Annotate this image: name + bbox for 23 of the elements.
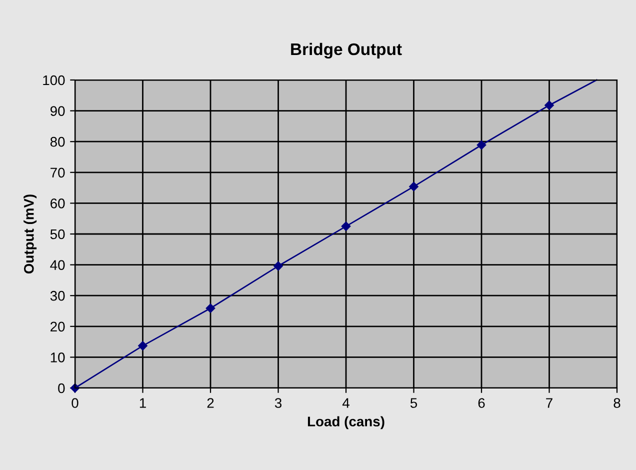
y-tick-label: 80	[50, 136, 65, 147]
x-tick-label: 4	[342, 398, 350, 408]
y-tick-label: 100	[43, 75, 65, 86]
y-tick-label: 10	[50, 352, 65, 362]
y-tick-label: 20	[50, 322, 65, 332]
y-tick-label: 60	[50, 198, 65, 208]
x-tick-label: 1	[140, 398, 146, 408]
y-tick-label: 50	[50, 229, 65, 240]
x-tick-label: 3	[274, 398, 282, 408]
x-tick-label: 5	[410, 398, 418, 408]
y-tick-label: 0	[58, 383, 65, 394]
y-tick-label: 70	[50, 168, 65, 178]
x-tick-label: 2	[207, 398, 214, 408]
y-tick-label: 30	[50, 290, 65, 301]
x-tick-label: 6	[478, 398, 485, 408]
x-axis-title: Load (cans)	[308, 416, 384, 430]
x-tick-label: 7	[546, 398, 552, 408]
chart-title: Bridge Output	[291, 42, 402, 59]
y-tick-label: 40	[50, 260, 65, 270]
x-tick-label: 0	[72, 398, 78, 408]
y-tick-label: 90	[50, 106, 65, 116]
x-tick-label: 8	[614, 398, 620, 408]
y-axis-title: Output (mV)	[24, 194, 37, 274]
